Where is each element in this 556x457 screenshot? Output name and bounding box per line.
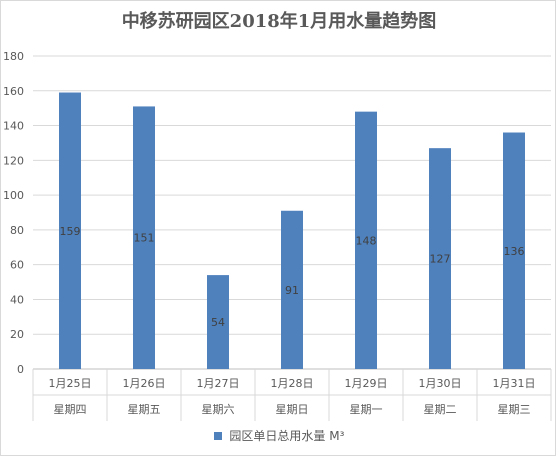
legend-label: 园区单日总用水量 M³ — [229, 429, 345, 443]
y-tick-label: 160 — [3, 85, 24, 98]
x-tick-label: 1月30日 — [419, 377, 462, 390]
data-label: 136 — [504, 245, 525, 258]
bar — [281, 210, 303, 369]
bar — [429, 148, 451, 369]
y-tick-label: 180 — [3, 50, 24, 63]
y-tick-label: 120 — [3, 154, 24, 167]
data-label: 54 — [211, 316, 225, 329]
x-tick-label: 1月28日 — [271, 377, 314, 390]
legend-swatch — [213, 431, 222, 440]
y-tick-label: 80 — [10, 224, 24, 237]
x-tick-label-weekday: 星期日 — [276, 403, 309, 416]
x-tick-label: 1月31日 — [493, 377, 536, 390]
data-label: 127 — [430, 253, 451, 266]
chart-title: 中移苏研园区2018年1月用水量趋势图 — [121, 11, 437, 32]
y-tick-label: 0 — [17, 363, 24, 376]
x-tick-label-weekday: 星期二 — [424, 403, 457, 416]
bar — [59, 92, 81, 370]
x-tick-label-weekday: 星期六 — [202, 403, 235, 416]
bar — [207, 275, 229, 369]
x-tick-label: 1月25日 — [49, 377, 92, 390]
bar — [133, 106, 155, 369]
data-label: 148 — [356, 234, 377, 247]
y-tick-label: 60 — [10, 259, 24, 272]
data-label: 91 — [285, 284, 299, 297]
x-tick-label-weekday: 星期一 — [350, 403, 383, 416]
y-tick-label: 40 — [10, 293, 24, 306]
x-tick-label: 1月29日 — [345, 377, 388, 390]
bar — [355, 111, 377, 370]
x-tick-label-weekday: 星期四 — [54, 403, 87, 416]
data-label: 159 — [60, 225, 81, 238]
legend: 园区单日总用水量 M³ — [1, 427, 556, 444]
y-tick-label: 140 — [3, 120, 24, 133]
x-tick-label: 1月27日 — [197, 377, 240, 390]
x-tick-label-weekday: 星期三 — [498, 403, 531, 416]
bar — [503, 132, 525, 369]
y-tick-label: 100 — [3, 189, 24, 202]
x-tick-label-weekday: 星期五 — [128, 403, 161, 416]
y-tick-label: 20 — [10, 328, 24, 341]
x-tick-label: 1月26日 — [123, 377, 166, 390]
data-label: 151 — [134, 232, 155, 245]
